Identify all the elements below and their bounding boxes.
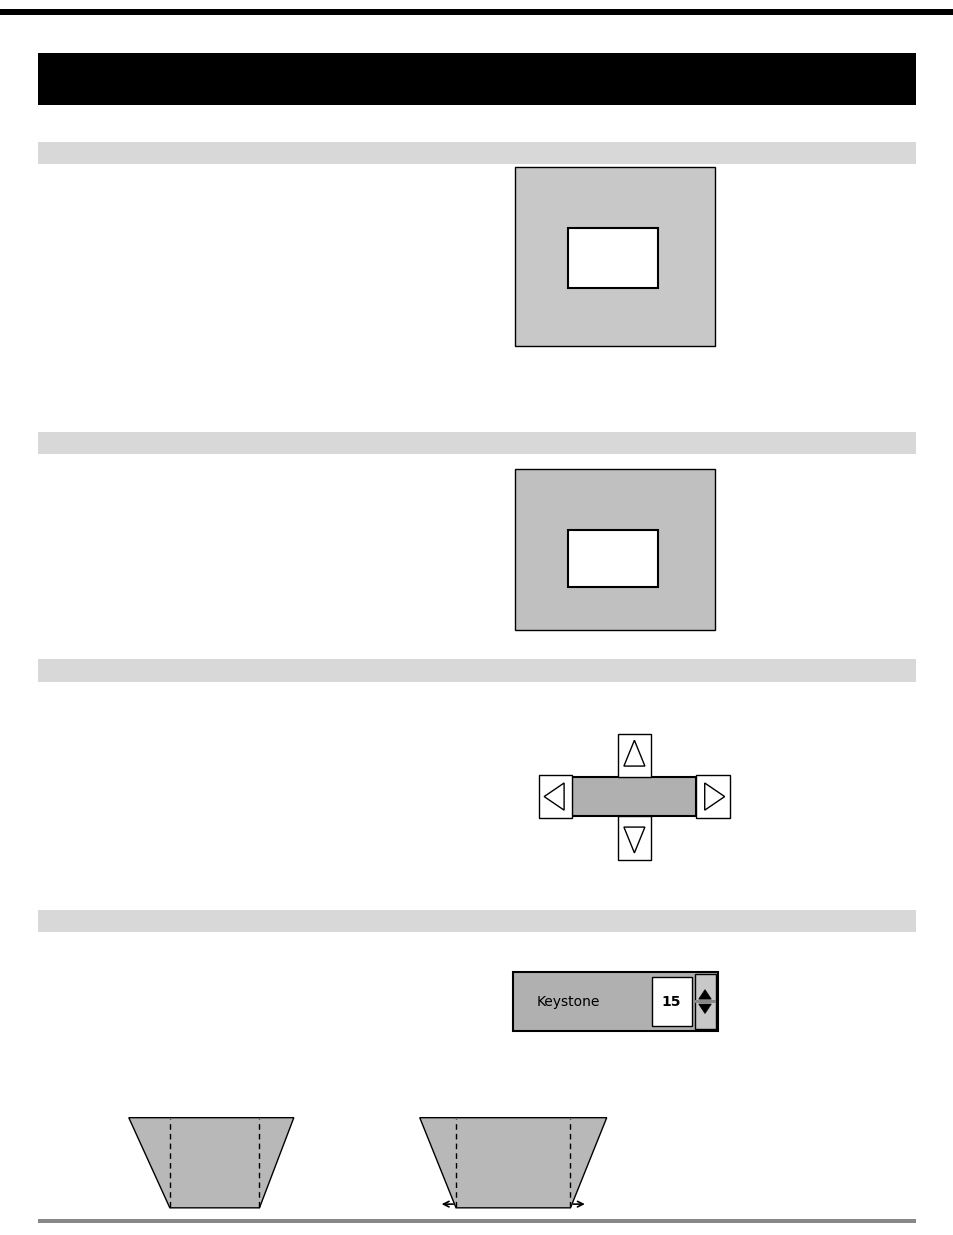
- Polygon shape: [623, 740, 644, 766]
- Bar: [515, 469, 715, 630]
- Bar: [567, 228, 658, 288]
- Bar: [38, 432, 915, 454]
- Bar: [572, 777, 696, 816]
- Text: 15: 15: [661, 994, 680, 1009]
- Bar: [38, 910, 915, 932]
- Polygon shape: [698, 1004, 711, 1014]
- Bar: [38, 1219, 915, 1223]
- Bar: [651, 977, 691, 1026]
- Polygon shape: [419, 1118, 606, 1208]
- Bar: [696, 776, 729, 819]
- Bar: [567, 530, 658, 587]
- Polygon shape: [623, 827, 644, 853]
- Polygon shape: [704, 783, 724, 810]
- Bar: [694, 974, 715, 1029]
- Polygon shape: [129, 1118, 294, 1208]
- Bar: [618, 734, 651, 777]
- Bar: [38, 142, 915, 164]
- Polygon shape: [543, 783, 563, 810]
- Bar: [38, 53, 915, 105]
- Bar: [513, 972, 718, 1031]
- Bar: [0, 9, 953, 15]
- Bar: [515, 167, 715, 346]
- Bar: [38, 659, 915, 682]
- Bar: [694, 1000, 715, 1003]
- Text: Keystone: Keystone: [536, 994, 598, 1009]
- Polygon shape: [698, 989, 711, 999]
- Bar: [538, 776, 572, 819]
- Bar: [618, 816, 651, 860]
